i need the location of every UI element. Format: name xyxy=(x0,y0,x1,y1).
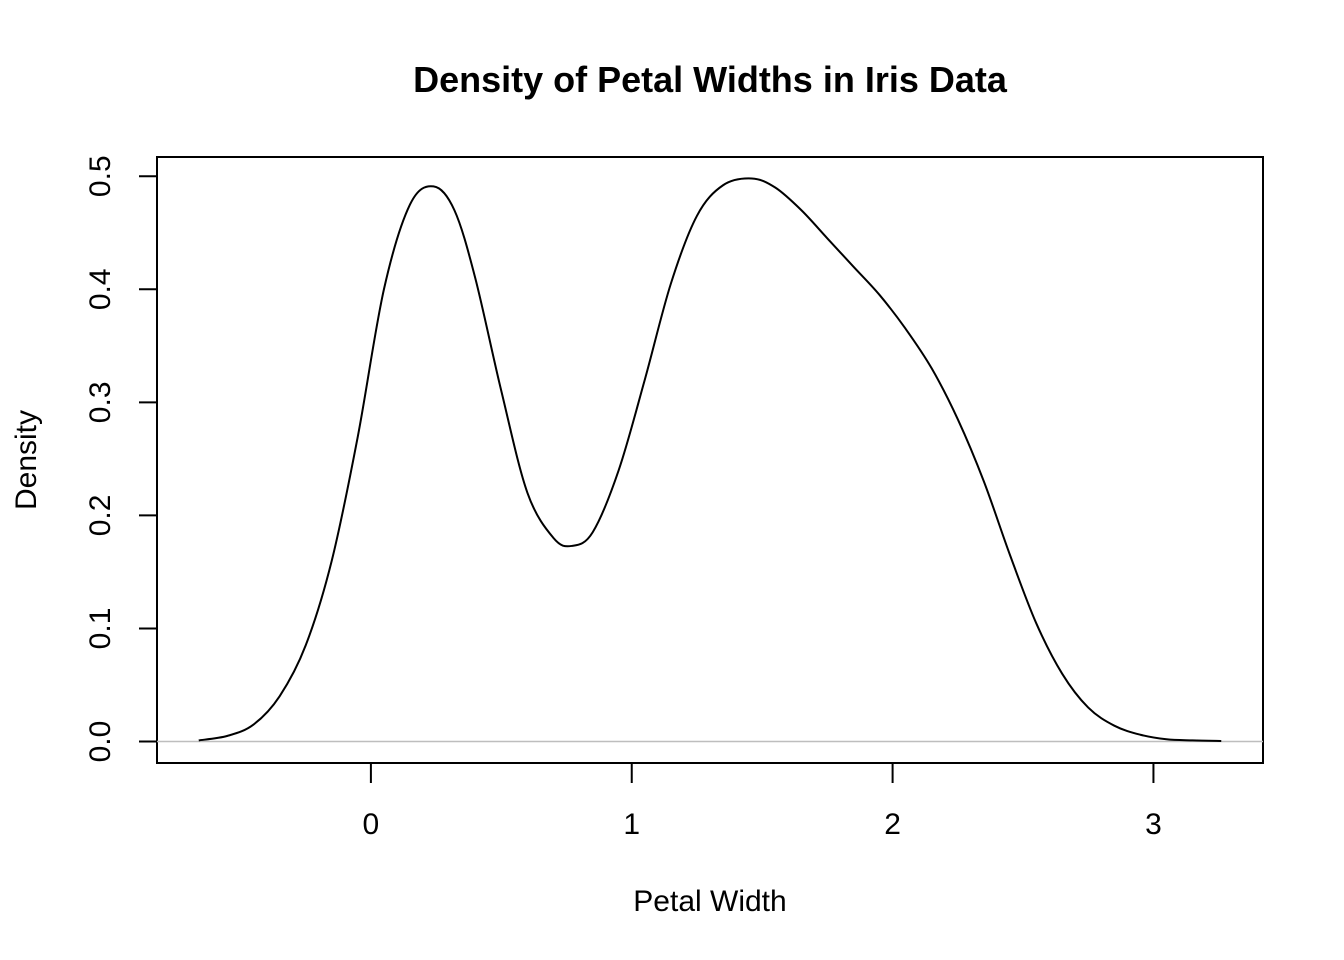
y-axis-label: Density xyxy=(10,410,43,510)
y-tick-label: 0.2 xyxy=(84,495,117,537)
plot-area xyxy=(157,177,1263,743)
x-axis: 0 1 2 3 xyxy=(363,763,1162,841)
y-tick-label: 0.5 xyxy=(84,155,117,197)
y-tick-label: 0.1 xyxy=(84,608,117,650)
x-axis-label: Petal Width xyxy=(633,885,786,918)
x-tick-label: 0 xyxy=(363,808,380,841)
y-axis: 0.0 0.1 0.2 0.3 0.4 0.5 xyxy=(84,155,157,762)
x-tick-label: 1 xyxy=(623,808,640,841)
y-tick-label: 0.3 xyxy=(84,381,117,423)
plot-frame xyxy=(156,156,1264,764)
x-tick-label: 2 xyxy=(884,808,901,841)
y-tick-label: 0.0 xyxy=(84,721,117,763)
y-tick-label: 0.4 xyxy=(84,268,117,310)
x-tick-label: 3 xyxy=(1145,808,1162,841)
density-curve xyxy=(198,177,1222,742)
chart-title: Density of Petal Widths in Iris Data xyxy=(413,59,1008,100)
